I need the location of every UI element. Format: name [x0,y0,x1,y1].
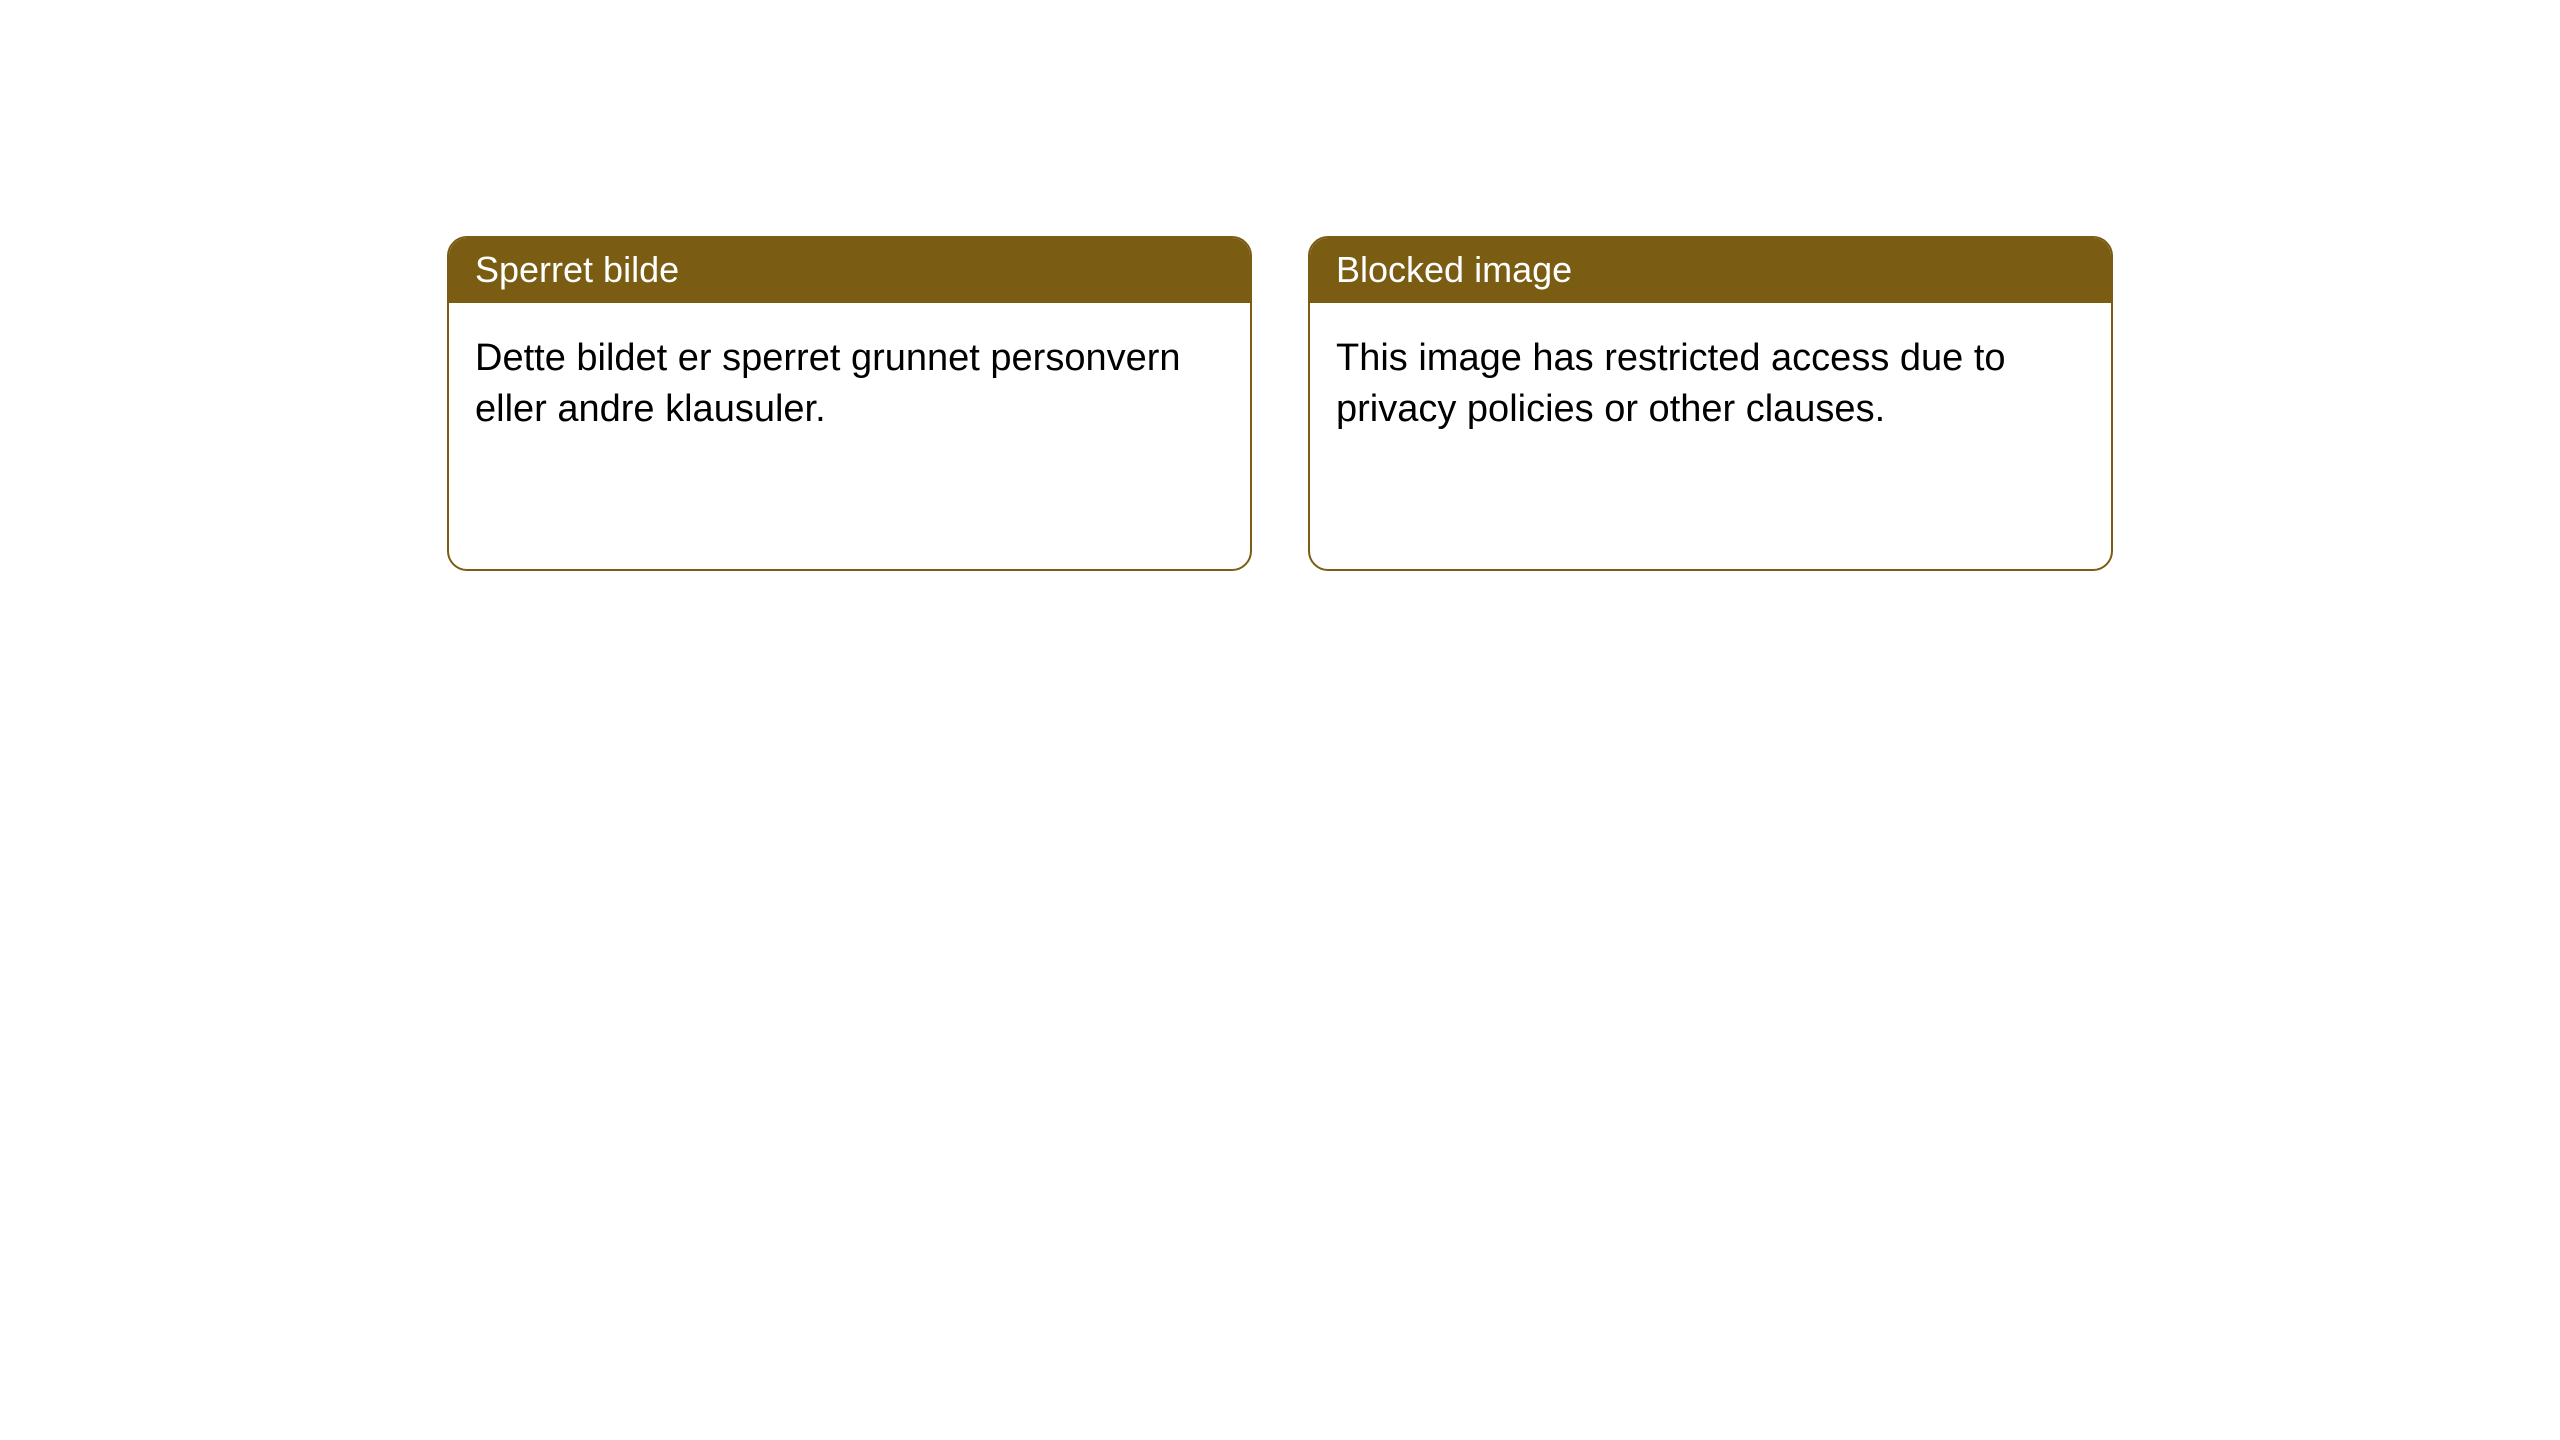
card-body: This image has restricted access due to … [1310,303,2111,466]
notice-container: Sperret bilde Dette bildet er sperret gr… [0,0,2560,571]
blocked-image-card-no: Sperret bilde Dette bildet er sperret gr… [447,236,1252,571]
card-title: Blocked image [1310,238,2111,303]
blocked-image-card-en: Blocked image This image has restricted … [1308,236,2113,571]
card-body: Dette bildet er sperret grunnet personve… [449,303,1250,466]
card-title: Sperret bilde [449,238,1250,303]
